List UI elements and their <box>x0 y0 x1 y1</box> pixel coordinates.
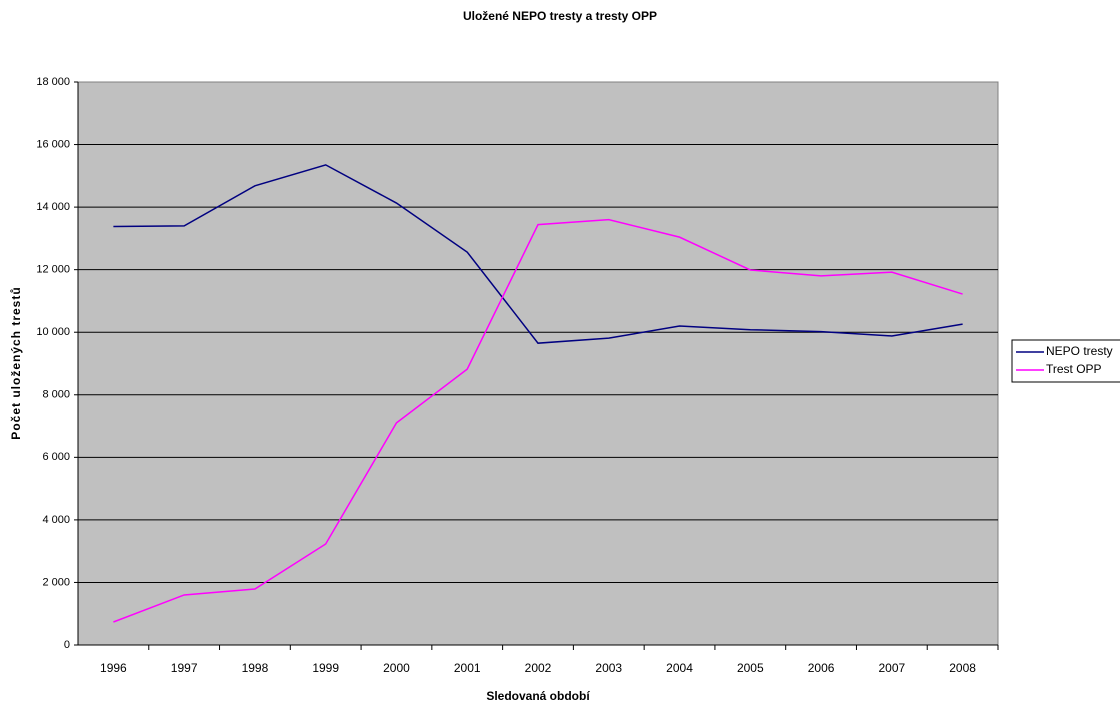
y-tick-label: 0 <box>64 639 70 651</box>
x-tick-label: 1996 <box>100 661 127 675</box>
x-tick-label: 2001 <box>454 661 481 675</box>
y-tick-label: 12 000 <box>36 264 70 276</box>
line-series <box>113 164 963 344</box>
x-tick-label: 2006 <box>808 661 835 675</box>
y-tick-label: 6 000 <box>42 451 70 463</box>
x-tick-label: 2002 <box>525 661 552 675</box>
plot-area <box>77 81 999 646</box>
legend-label: NEPO tresty <box>1046 344 1113 358</box>
y-tick-label: 18 000 <box>36 76 70 88</box>
y-tick-label: 2 000 <box>42 576 70 588</box>
x-tick-label: 1999 <box>312 661 339 675</box>
y-axis-label: Počet uložených trestů <box>9 286 23 439</box>
chart-title: Uložené NEPO tresty a tresty OPP <box>463 9 657 23</box>
legend <box>1011 339 1120 383</box>
legend-label: Trest OPP <box>1046 362 1102 376</box>
x-tick-label: 2007 <box>878 661 905 675</box>
x-tick-label: 1997 <box>171 661 198 675</box>
x-tick-label: 2005 <box>737 661 764 675</box>
line-series <box>113 218 963 623</box>
x-tick-label: 1998 <box>242 661 269 675</box>
x-tick-label: 2004 <box>666 661 693 675</box>
y-tick-label: 10 000 <box>36 326 70 338</box>
x-axis-label: Sledovaná období <box>486 689 590 703</box>
y-tick-label: 14 000 <box>36 201 70 213</box>
y-tick-label: 16 000 <box>36 138 70 150</box>
y-tick-label: 8 000 <box>42 389 70 401</box>
y-tick-label: 4 000 <box>42 514 70 526</box>
x-tick-label: 2000 <box>383 661 410 675</box>
x-tick-label: 2008 <box>949 661 976 675</box>
x-tick-label: 2003 <box>595 661 622 675</box>
